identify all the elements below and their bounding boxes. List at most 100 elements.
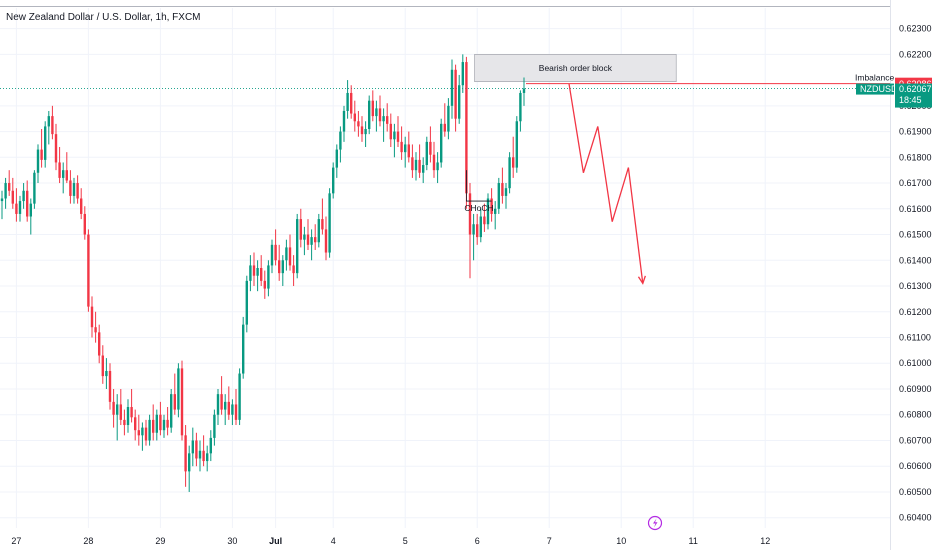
price-axis[interactable]: 0.623000.622000.620000.619000.618000.617… — [856, 24, 932, 523]
candle-body — [123, 419, 126, 426]
y-tick-label: 0.61600 — [899, 204, 932, 214]
candle-body — [8, 183, 11, 191]
x-tick-label: 6 — [475, 536, 480, 546]
y-tick-label: 0.61400 — [899, 255, 932, 265]
symbol-tag — [856, 83, 894, 95]
candle-body — [87, 234, 90, 307]
candle-body — [166, 419, 169, 428]
candle-body — [134, 417, 137, 431]
candle-body — [256, 268, 259, 276]
candle-body — [98, 332, 101, 356]
candle-body — [188, 453, 191, 472]
y-tick-label: 0.61900 — [899, 127, 932, 137]
candle-body — [58, 162, 61, 178]
candle-body — [137, 430, 140, 436]
candle-body — [184, 435, 187, 472]
candle-body — [440, 123, 443, 163]
candle-body — [285, 247, 288, 261]
y-tick-label: 0.61100 — [899, 333, 931, 343]
candle-body — [461, 62, 464, 86]
y-tick-label: 0.61800 — [899, 152, 932, 162]
lightning-icon[interactable] — [647, 515, 663, 531]
annotation-overlay: Imbalance CHoCH — [464, 73, 894, 285]
candle-body — [515, 121, 518, 168]
order-block-zone — [474, 54, 677, 82]
candle-body — [490, 198, 493, 214]
candles — [0, 54, 526, 492]
candle-body — [198, 450, 202, 459]
candle-body — [40, 149, 43, 160]
candle-body — [83, 213, 86, 235]
candle-body — [4, 183, 7, 199]
candle-body — [274, 244, 277, 261]
candle-body — [375, 108, 378, 117]
candle-body — [173, 394, 176, 410]
candle-body — [353, 113, 356, 122]
candle-body — [18, 201, 22, 214]
candle-body — [162, 419, 166, 431]
candle-body — [234, 404, 238, 420]
candle-body — [508, 157, 511, 189]
imbalance-label: Imbalance — [855, 73, 894, 83]
candle-body — [454, 69, 457, 119]
candle-body — [404, 144, 407, 153]
candle-body — [494, 208, 497, 214]
candle-body — [130, 407, 133, 418]
candle-body — [346, 92, 349, 111]
candle-body — [72, 183, 76, 196]
candle-body — [180, 368, 184, 436]
candle-body — [29, 203, 32, 217]
candle-body — [443, 123, 446, 132]
y-tick-label: 0.60800 — [899, 410, 932, 420]
candle-body — [432, 154, 436, 171]
candle-body — [396, 131, 400, 142]
last-price-label: 0.62067 — [899, 84, 932, 94]
time-axis[interactable]: 27 28 29 30 Jul 4 5 6 7 10 11 12 — [11, 536, 770, 546]
candle-body — [260, 268, 263, 281]
candle-body — [314, 237, 317, 243]
candle-body — [422, 165, 425, 173]
candle-body — [144, 427, 148, 441]
candle-body — [483, 216, 486, 225]
candle-body — [249, 265, 252, 281]
symbol-tag-label: NZDUSD — [860, 84, 898, 94]
candle-body — [458, 85, 461, 119]
candle-body — [47, 116, 50, 127]
candle-body — [342, 110, 346, 132]
candle-body — [108, 370, 112, 402]
y-tick-label: 0.62300 — [899, 24, 932, 34]
candle-body — [393, 131, 396, 140]
x-tick-label: 12 — [760, 536, 770, 546]
candle-body — [62, 170, 65, 178]
y-tick-label: 0.60500 — [899, 487, 932, 497]
candle-body — [360, 126, 364, 135]
candle-body — [141, 427, 144, 436]
candle-body — [371, 100, 374, 117]
candle-body — [80, 198, 83, 214]
candle-body — [418, 159, 421, 173]
candle-body — [270, 244, 274, 266]
candle-body — [112, 401, 115, 415]
candle-body — [382, 116, 385, 122]
x-tick-label: 4 — [331, 536, 336, 546]
candle-body — [51, 116, 54, 135]
candle-body — [159, 414, 162, 431]
y-tick-label: 0.62200 — [899, 49, 932, 59]
candle-body — [33, 172, 36, 204]
candle-body — [306, 234, 310, 245]
chart-title: New Zealand Dollar / U.S. Dollar, 1h, FX… — [6, 12, 201, 23]
grid — [0, 8, 890, 528]
candle-body — [90, 306, 94, 328]
projection-arrowhead — [637, 275, 646, 285]
candle-body — [224, 401, 227, 410]
candle-body — [69, 180, 72, 196]
candle-body — [389, 123, 392, 140]
candle-body — [378, 108, 382, 122]
candle-body — [26, 190, 29, 217]
candle-body — [22, 190, 25, 202]
candle-body — [447, 105, 450, 132]
candle-body — [11, 190, 14, 204]
x-tick-label: 27 — [11, 536, 21, 546]
x-tick-label: 10 — [616, 536, 626, 546]
